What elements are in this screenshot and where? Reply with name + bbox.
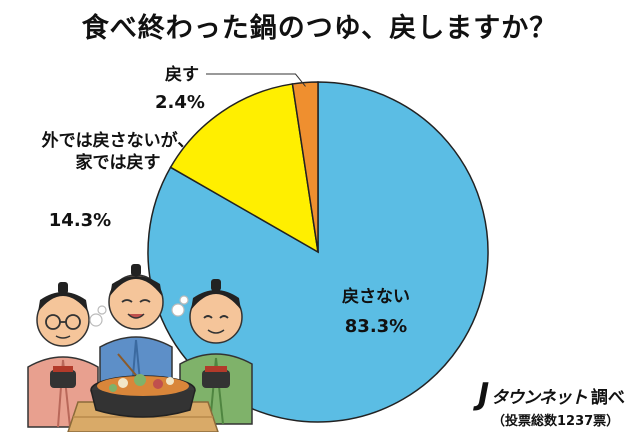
brand-suffix: 調べ	[590, 388, 625, 408]
slice-label-1: 戻さない	[342, 286, 410, 307]
brand-mark: J	[478, 377, 490, 412]
slice-value-3: 2.4%	[155, 92, 205, 113]
chart-title: 食べ終わった鍋のつゆ、戻しますか？	[81, 13, 558, 44]
slice-value-1: 83.3%	[345, 316, 407, 337]
pie-slice-2	[169, 83, 319, 254]
brand-logo: J タウンネット 調べ	[478, 377, 638, 412]
source-credit: J タウンネット 調べ （投票総数1237票）	[478, 377, 638, 430]
slice-label-3: 戻す	[165, 64, 199, 85]
slice-leader-line-3	[206, 73, 306, 87]
slice-label-2-line-1: 外では戻さないが、	[42, 130, 195, 151]
brand-name: タウンネット	[491, 388, 588, 408]
pie-labels: 戻さない 83.3% 外では戻さないが、家では戻す 14.3% 戻す 2.4%	[42, 64, 410, 337]
steam	[89, 295, 189, 327]
slice-value-2: 14.3%	[49, 210, 111, 231]
pie-slice-3	[291, 81, 319, 253]
vote-count: （投票総数1237票）	[492, 414, 620, 429]
hotpot-family-illustration	[27, 264, 253, 432]
hotpot-table	[67, 374, 219, 432]
slice-label-2-line-2: 家では戻す	[76, 152, 161, 173]
